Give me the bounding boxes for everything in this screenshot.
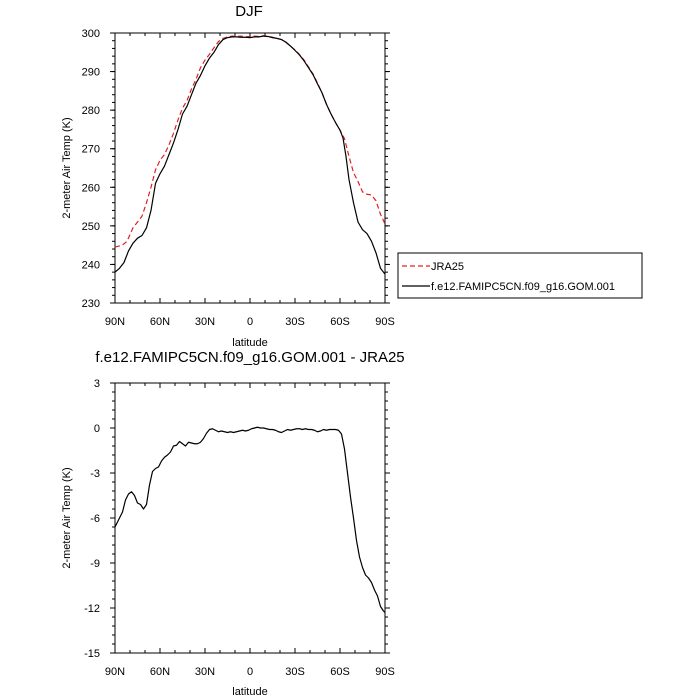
top-x-tick-label: 60S	[330, 316, 350, 328]
bottom-panel: f.e12.FAMIPC5CN.f09_g16.GOM.001 - JRA25 …	[61, 349, 405, 698]
top-y-tick-label: 250	[82, 221, 100, 233]
bottom-x-tick-label: 30N	[195, 666, 215, 678]
bottom-series-lines	[114, 426, 386, 613]
bottom-x-tick-label: 0	[247, 666, 253, 678]
bottom-x-tick-label: 90S	[375, 666, 395, 678]
top-y-tick-label: 230	[82, 298, 100, 310]
bottom-x-tick-label: 60S	[330, 666, 350, 678]
top-series-line-0	[114, 35, 386, 248]
bottom-plot-frame	[114, 382, 386, 654]
top-y-tick-label: 240	[82, 259, 100, 271]
bottom-y-tick-label: -3	[90, 468, 100, 480]
bottom-chart-title: f.e12.FAMIPC5CN.f09_g16.GOM.001 - JRA25	[95, 349, 404, 366]
top-y-tick-label: 290	[82, 67, 100, 79]
top-y-tick-label: 270	[82, 144, 100, 156]
top-series-lines	[114, 35, 386, 275]
bottom-x-tick-label: 30S	[285, 666, 305, 678]
top-x-tick-label: 90S	[375, 316, 395, 328]
top-x-tick-label: 90N	[105, 316, 125, 328]
bottom-y-axis-label: 2-meter Air Temp (K)	[61, 467, 73, 568]
bottom-y-tick-label: -6	[90, 513, 100, 525]
legend-box	[397, 252, 643, 299]
legend-label-jra25: JRA25	[431, 261, 464, 273]
top-chart-title: DJF	[235, 3, 263, 20]
top-x-tick-label: 30S	[285, 316, 305, 328]
top-plot-frame	[114, 32, 386, 304]
bottom-y-tick-label: 3	[94, 378, 100, 390]
top-x-tick-label: 30N	[195, 316, 215, 328]
bottom-y-tick-label: -12	[84, 603, 100, 615]
top-series-line-1	[114, 35, 386, 275]
top-x-tick-label: 0	[247, 316, 253, 328]
legend-label-model: f.e12.FAMIPC5CN.f09_g16.GOM.001	[431, 281, 615, 293]
bottom-x-tick-label: 90N	[105, 666, 125, 678]
bottom-axis-ticks: 90N 60N 30N 0 30S 60S 90S 3 0 -3 -6 -9 -12 -15	[84, 378, 395, 678]
top-y-axis-label: 2-meter Air Temp (K)	[61, 117, 73, 218]
legend: JRA25 f.e12.FAMIPC5CN.f09_g16.GOM.001	[397, 252, 643, 299]
top-x-axis-label: latitude	[232, 337, 267, 349]
top-axis-ticks: 90N 60N 30N 0 30S 60S 90S 230 240 250 260 270 280 290…	[82, 28, 395, 328]
top-x-tick-label: 60N	[150, 316, 170, 328]
bottom-y-tick-label: -9	[90, 558, 100, 570]
top-panel: DJF 90N 60N 30N 0 30S 60S 90S 230 240 250 260 270 28…	[61, 3, 395, 349]
bottom-x-axis-label: latitude	[232, 686, 267, 698]
bottom-y-tick-label: 0	[94, 423, 100, 435]
top-y-tick-label: 260	[82, 182, 100, 194]
top-y-tick-label: 280	[82, 105, 100, 117]
bottom-series-line-0	[114, 426, 386, 613]
top-y-tick-label: 300	[82, 28, 100, 40]
bottom-x-tick-label: 60N	[150, 666, 170, 678]
bottom-y-tick-label: -15	[84, 648, 100, 660]
